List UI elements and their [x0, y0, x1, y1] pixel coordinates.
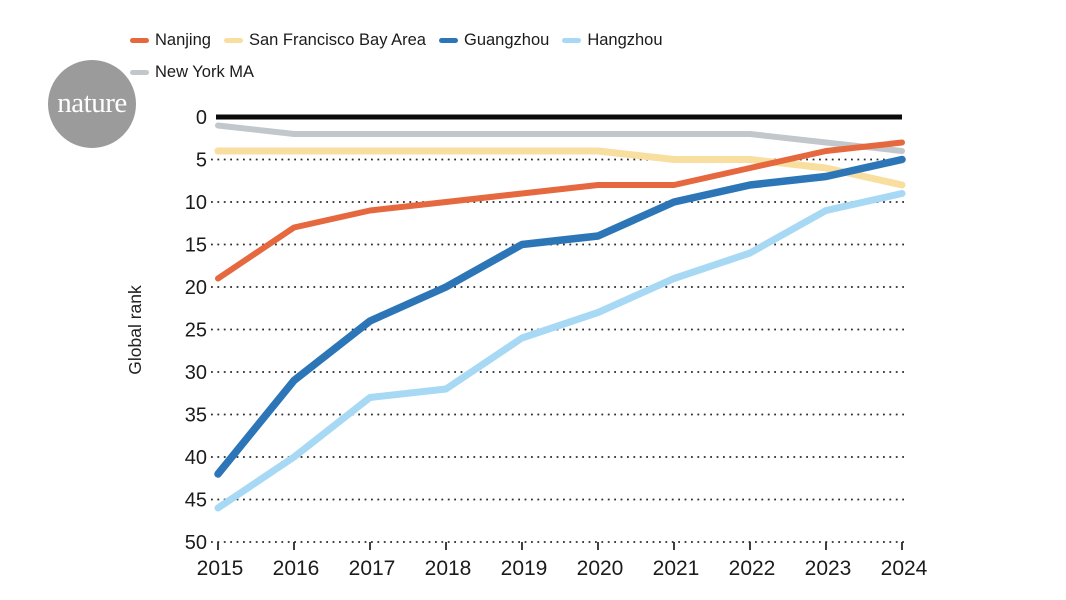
series-line-new-york-ma: [215, 122, 905, 154]
legend-item-san-francisco-bay-area: San Francisco Bay Area: [223, 30, 426, 50]
legend-label: Hangzhou: [587, 30, 663, 49]
nature-logo-text: nature: [57, 86, 127, 119]
y-tick-label-0: 0: [196, 107, 207, 129]
legend-label: Guangzhou: [463, 30, 550, 49]
y-tick-label-50: 50: [185, 532, 207, 554]
y-tick-label-25: 25: [185, 320, 207, 342]
x-tick-label-2024: 2024: [881, 557, 928, 580]
legend-item-hangzhou: Hangzhou: [562, 30, 663, 50]
chart-legend: Nanjing San Francisco Bay Area Guangzhou Ha…: [130, 24, 663, 88]
legend-item-new-york-ma: New York MA: [130, 63, 254, 82]
series-line-guangzhou: [214, 155, 906, 478]
legend-item-guangzhou: Guangzhou: [438, 30, 550, 50]
nature-logo: nature: [48, 60, 136, 148]
legend-row: New York MA: [130, 56, 663, 88]
x-tick-label-2022: 2022: [729, 557, 776, 580]
x-tick-label-2019: 2019: [501, 557, 548, 580]
x-tick-label-2017: 2017: [349, 557, 396, 580]
legend-label: New York MA: [155, 62, 255, 81]
y-tick-label-5: 5: [196, 150, 207, 172]
y-tick-label-45: 45: [185, 490, 207, 512]
legend-swatch-icon: [130, 69, 149, 75]
x-tick-label-2020: 2020: [577, 557, 624, 580]
y-tick-label-30: 30: [185, 362, 207, 384]
y-tick-label-10: 10: [185, 192, 207, 214]
gridlines: [211, 158, 905, 550]
legend-swatch-icon: [562, 37, 582, 43]
y-axis-title: Global rank: [125, 285, 145, 375]
y-tick-label-15: 15: [185, 235, 207, 257]
legend-swatch-icon: [438, 37, 458, 43]
legend-item-nanjing: Nanjing: [130, 31, 211, 50]
axis-labels: 0 5 10 15 20 25 30 35 40 45 50 2015 2016 2017 2018 2019…: [125, 107, 928, 580]
series-line-nanjing: [215, 139, 905, 282]
legend-swatch-icon: [130, 37, 149, 43]
series-lines: [214, 122, 906, 512]
legend-label: San Francisco Bay Area: [248, 30, 426, 49]
series-line-hangzhou: [214, 190, 906, 512]
y-tick-label-35: 35: [185, 405, 207, 427]
legend-row: Nanjing San Francisco Bay Area Guangzhou Ha…: [130, 24, 663, 56]
y-tick-label-40: 40: [185, 447, 207, 469]
x-tick-label-2015: 2015: [197, 557, 244, 580]
y-tick-label-20: 20: [185, 277, 207, 299]
series-line-san-francisco-bay-area: [214, 147, 906, 189]
legend-label: Nanjing: [155, 30, 211, 49]
x-tick-label-2016: 2016: [273, 557, 320, 580]
x-tick-label-2018: 2018: [425, 557, 472, 580]
x-tick-label-2021: 2021: [653, 557, 700, 580]
legend-swatch-icon: [223, 37, 243, 43]
x-tick-label-2023: 2023: [805, 557, 852, 580]
